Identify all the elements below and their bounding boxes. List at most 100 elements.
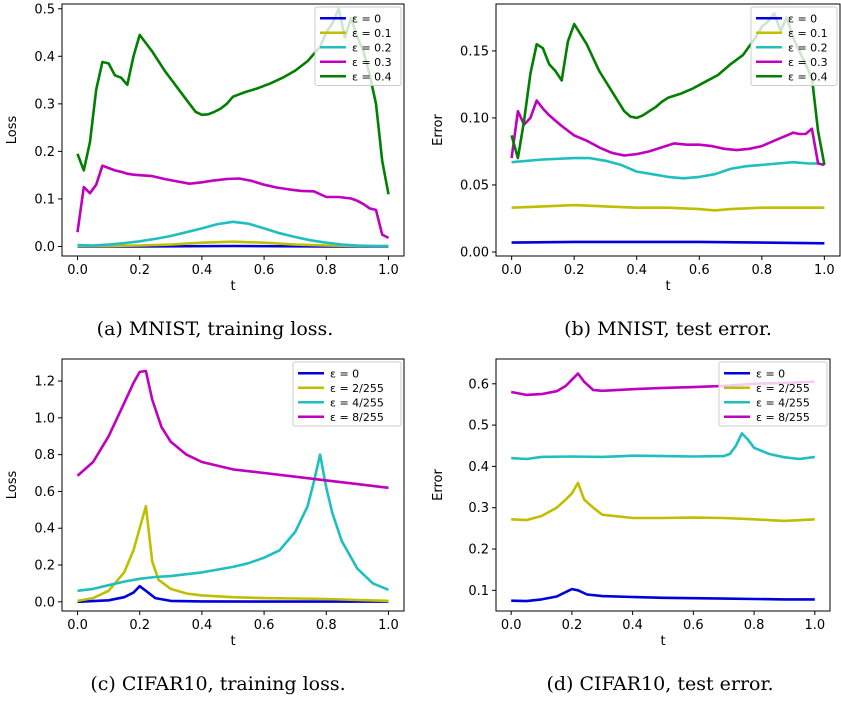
series-line-1 <box>77 584 389 604</box>
series-line-3 <box>77 220 389 248</box>
figure-caption: (c) CIFAR10, training loss. <box>90 673 345 695</box>
plot-frame <box>61 3 405 257</box>
y-tick-label: 1.2 <box>34 375 55 390</box>
y-tick-label: 0.5 <box>34 2 55 17</box>
legend-entry: ε = 0.1 <box>788 27 828 40</box>
y-tick-label: 1.0 <box>34 411 55 426</box>
legend-entry: ε = 4/255 <box>756 396 810 409</box>
legend-entry: ε = 0.4 <box>352 70 392 83</box>
x-tick-label: 0.2 <box>129 618 150 633</box>
x-tick-label: 0.2 <box>129 263 150 278</box>
y-tick-label: 0.4 <box>468 460 489 475</box>
y-tick-label: 0.0 <box>34 595 55 610</box>
y-axis-label: Loss <box>5 471 20 500</box>
x-tick-label: 0.0 <box>501 618 522 633</box>
x-tick-label: 0.2 <box>562 618 583 633</box>
legend-entry: ε = 0 <box>756 367 785 380</box>
x-tick-label: 0.2 <box>564 263 585 278</box>
x-tick-label: 0.8 <box>316 618 337 633</box>
y-tick-label: 0.05 <box>460 178 489 193</box>
y-tick-label: 0.3 <box>468 501 489 516</box>
legend-entry: ε = 0.4 <box>788 70 828 83</box>
legend-entry: ε = 4/255 <box>330 396 384 409</box>
x-tick-label: 1.0 <box>814 263 835 278</box>
y-tick-label: 0.15 <box>460 44 489 59</box>
x-axis-label: t <box>665 279 670 294</box>
x-tick-label: 0.0 <box>67 618 88 633</box>
series-line-4 <box>76 369 389 490</box>
x-tick-label: 1.0 <box>378 618 399 633</box>
y-tick-label: 0.4 <box>34 522 55 537</box>
plot-frame <box>495 358 831 612</box>
x-tick-label: 0.6 <box>689 263 710 278</box>
series-line-3 <box>511 156 825 180</box>
series-line-3 <box>77 453 389 593</box>
x-axis-label: t <box>230 279 235 294</box>
series-line-2 <box>77 504 389 603</box>
chart-3: 0.0 0.2 0.4 0.6 0.8 1.0 0.0 0.2 0.4 0.6 0.8 1.0 1.2 t… <box>5 358 405 695</box>
x-axis-label: t <box>230 634 235 649</box>
legend-entry: ε = 8/255 <box>756 411 810 424</box>
legend-entry: ε = 0.2 <box>788 41 828 54</box>
x-tick-label: 0.4 <box>192 263 213 278</box>
legend-entry: ε = 0.2 <box>352 41 392 54</box>
legend-entry: ε = 0 <box>330 367 359 380</box>
x-axis-label: t <box>660 634 665 649</box>
legend-entry: ε = 0 <box>788 12 817 25</box>
y-tick-label: 0.1 <box>34 192 55 207</box>
y-tick-label: 0.10 <box>460 111 489 126</box>
x-tick-label: 0.6 <box>254 618 275 633</box>
x-tick-label: 1.0 <box>804 618 825 633</box>
legend-entry: ε = 0.3 <box>788 56 828 69</box>
y-tick-label: 0.2 <box>34 145 55 160</box>
x-tick-label: 0.6 <box>683 618 704 633</box>
y-tick-label: 0.6 <box>34 485 55 500</box>
y-axis-label: Error <box>431 469 446 501</box>
legend-box <box>314 6 402 86</box>
legend-box <box>750 6 838 86</box>
series-line-4 <box>510 99 825 167</box>
y-tick-label: 0.1 <box>468 584 489 599</box>
y-axis-label: Error <box>431 114 446 146</box>
series-line-1 <box>511 587 815 603</box>
series-line-2 <box>511 203 825 212</box>
series-line-2 <box>77 240 389 248</box>
y-tick-label: 0.5 <box>468 419 489 434</box>
y-tick-label: 0.00 <box>460 245 489 260</box>
y-axis-label: Loss <box>5 116 20 145</box>
chart-1: 0.0 0.2 0.4 0.6 0.8 1.0 0.0 0.1 0.2 0.3 0.4 0.5 t Los… <box>5 2 405 340</box>
x-tick-label: 1.0 <box>378 263 399 278</box>
plot-frame <box>495 3 841 257</box>
y-tick-label: 0.8 <box>34 448 55 463</box>
x-tick-label: 0.4 <box>192 618 213 633</box>
legend: ε = 0 ε = 0.1ε = 0.2 ε = 0.3ε = 0.4 <box>314 6 402 86</box>
x-tick-label: 0.0 <box>67 263 88 278</box>
chart-4: 0.0 0.2 0.4 0.6 0.8 1.0 0.1 0.2 0.3 0.4 0.5 0.6 t Err… <box>431 358 831 695</box>
legend-box <box>292 361 402 427</box>
x-tick-label: 0.8 <box>744 618 765 633</box>
series-line-4 <box>76 164 390 240</box>
legend-entry: ε = 2/255 <box>756 382 810 395</box>
plot-frame <box>61 358 405 612</box>
legend-entry: ε = 0.3 <box>352 56 392 69</box>
y-tick-label: 0.2 <box>34 559 55 574</box>
legend-box <box>718 361 828 427</box>
y-tick-label: 0.2 <box>468 543 489 558</box>
series-line-1 <box>511 240 825 245</box>
legend-entry: ε = 2/255 <box>330 382 384 395</box>
x-tick-label: 0.4 <box>626 263 647 278</box>
figure-caption: (b) MNIST, test error. <box>564 318 772 340</box>
x-tick-label: 0.0 <box>501 263 522 278</box>
legend: ε = 0 ε = 0.1ε = 0.2 ε = 0.3ε = 0.4 <box>750 6 838 86</box>
y-tick-label: 0.4 <box>34 50 55 65</box>
legend-entry: ε = 0.1 <box>352 27 392 40</box>
y-tick-label: 0.0 <box>34 240 55 255</box>
figure-caption: (d) CIFAR10, test error. <box>546 673 773 695</box>
legend-entry: ε = 0 <box>352 12 381 25</box>
figure-caption: (a) MNIST, training loss. <box>97 318 334 340</box>
series-line-3 <box>511 432 815 461</box>
series-line-2 <box>511 481 815 523</box>
